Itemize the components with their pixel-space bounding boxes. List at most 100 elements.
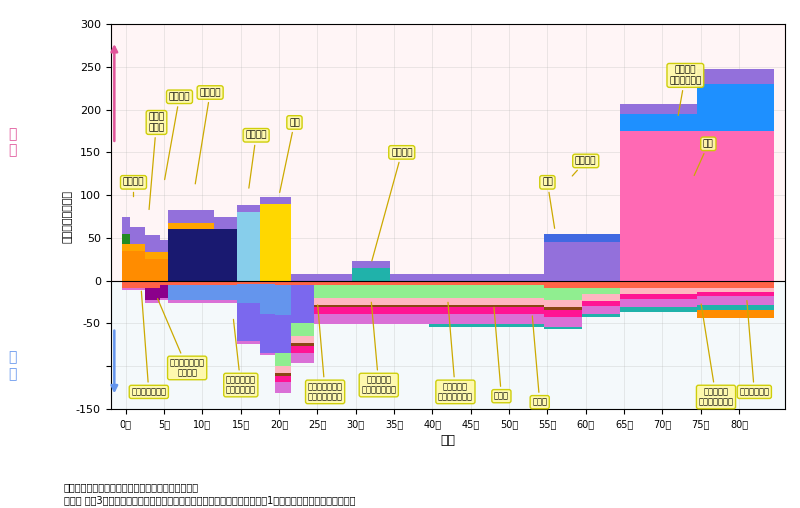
Bar bbox=[222, 281, 230, 285]
Bar bbox=[237, 303, 245, 341]
Bar bbox=[635, 104, 643, 114]
Bar bbox=[490, 274, 498, 281]
Bar bbox=[551, 310, 559, 316]
Bar bbox=[766, 288, 774, 292]
Bar bbox=[543, 307, 551, 310]
Bar bbox=[635, 288, 643, 294]
Bar bbox=[605, 242, 613, 281]
Bar bbox=[138, 288, 145, 290]
Bar bbox=[275, 197, 283, 204]
Bar bbox=[367, 268, 375, 281]
Bar bbox=[459, 307, 467, 314]
Bar bbox=[329, 305, 337, 307]
Text: 大学: 大学 bbox=[280, 118, 300, 193]
Bar bbox=[421, 281, 429, 285]
Bar bbox=[191, 300, 198, 303]
Bar bbox=[605, 294, 613, 301]
Bar bbox=[735, 84, 743, 131]
Bar bbox=[620, 288, 628, 294]
Bar bbox=[298, 346, 306, 353]
Bar bbox=[367, 298, 375, 305]
Bar bbox=[521, 324, 528, 327]
Bar bbox=[498, 324, 506, 327]
Bar bbox=[414, 314, 421, 324]
Bar bbox=[168, 281, 176, 285]
Bar bbox=[406, 305, 414, 307]
Bar bbox=[712, 296, 720, 305]
Bar bbox=[705, 288, 712, 292]
Bar bbox=[658, 114, 666, 131]
Bar bbox=[314, 305, 322, 307]
Bar bbox=[613, 288, 620, 294]
Text: 医療: 医療 bbox=[542, 178, 554, 228]
Bar bbox=[743, 69, 750, 84]
Bar bbox=[735, 281, 743, 288]
Bar bbox=[513, 274, 521, 281]
Bar bbox=[628, 307, 635, 312]
Bar bbox=[153, 259, 160, 281]
Bar bbox=[758, 296, 766, 305]
Bar bbox=[298, 285, 306, 324]
Bar bbox=[337, 314, 344, 324]
Bar bbox=[337, 274, 344, 281]
Bar bbox=[543, 316, 551, 327]
Bar bbox=[260, 314, 268, 353]
Bar bbox=[406, 285, 414, 298]
Bar bbox=[689, 104, 697, 114]
Bar bbox=[559, 234, 566, 242]
Bar bbox=[183, 300, 191, 303]
Bar bbox=[651, 104, 658, 114]
Bar bbox=[651, 288, 658, 294]
Bar bbox=[666, 281, 674, 288]
Bar bbox=[382, 281, 390, 285]
Bar bbox=[521, 285, 528, 298]
Bar bbox=[245, 284, 252, 303]
Bar bbox=[329, 274, 337, 281]
Bar bbox=[367, 285, 375, 298]
Bar bbox=[643, 288, 651, 294]
Bar bbox=[590, 301, 598, 305]
Bar bbox=[160, 281, 168, 285]
Bar bbox=[605, 301, 613, 305]
Bar bbox=[206, 281, 214, 285]
Bar bbox=[543, 288, 551, 300]
Bar bbox=[635, 114, 643, 131]
Bar bbox=[268, 281, 275, 284]
Bar bbox=[360, 285, 367, 298]
Bar bbox=[598, 305, 605, 314]
Bar bbox=[651, 294, 658, 299]
Bar bbox=[743, 131, 750, 281]
Bar bbox=[574, 288, 582, 300]
Bar bbox=[628, 104, 635, 114]
Bar bbox=[459, 314, 467, 324]
Bar bbox=[382, 268, 390, 281]
Bar bbox=[451, 324, 459, 327]
Bar bbox=[682, 294, 689, 299]
Bar bbox=[260, 284, 268, 314]
Bar bbox=[337, 281, 344, 285]
Bar bbox=[482, 285, 490, 298]
Bar bbox=[559, 242, 566, 281]
Bar bbox=[590, 314, 598, 316]
Bar bbox=[559, 288, 566, 300]
Bar bbox=[451, 307, 459, 314]
Bar bbox=[735, 310, 743, 319]
Bar bbox=[344, 298, 352, 305]
Bar bbox=[390, 285, 398, 298]
Bar bbox=[191, 223, 198, 230]
Bar bbox=[168, 223, 176, 230]
Bar bbox=[720, 288, 727, 292]
Bar bbox=[198, 281, 206, 285]
Bar bbox=[314, 314, 322, 324]
Bar bbox=[506, 281, 513, 285]
Bar bbox=[758, 281, 766, 288]
Bar bbox=[206, 223, 214, 230]
Bar bbox=[398, 274, 406, 281]
Bar bbox=[643, 307, 651, 312]
Bar bbox=[467, 314, 474, 324]
Bar bbox=[720, 69, 727, 84]
Bar bbox=[275, 315, 283, 354]
Bar bbox=[720, 84, 727, 131]
Bar bbox=[198, 300, 206, 303]
Bar bbox=[110, 281, 785, 409]
